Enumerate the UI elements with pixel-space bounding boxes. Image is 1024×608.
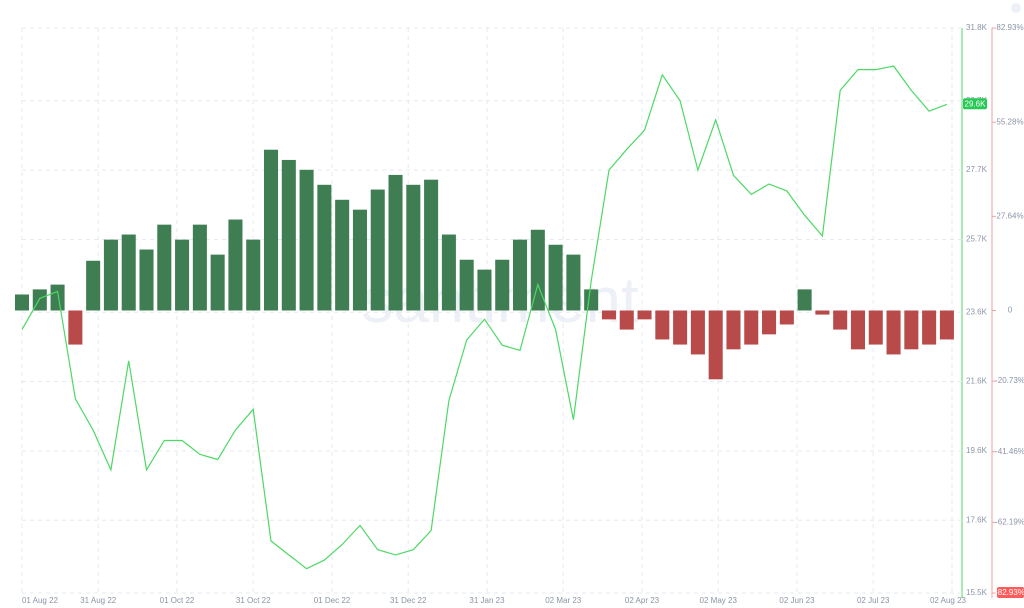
bar [619, 310, 634, 330]
bar [335, 199, 350, 311]
y-tick-label: 15.5K [966, 588, 988, 597]
y-tick-label: 19.6K [966, 446, 988, 455]
bar [762, 310, 777, 335]
bar [441, 234, 456, 311]
bar [68, 310, 83, 345]
bar [50, 284, 65, 311]
bar [210, 254, 225, 311]
settings-icon[interactable] [1011, 3, 1021, 13]
bar [139, 249, 154, 311]
bar [904, 310, 919, 350]
y-tick-label: 23.6K [966, 307, 988, 316]
bar [513, 239, 528, 311]
bar [459, 259, 474, 311]
bar [424, 179, 439, 311]
x-tick-label: 02 Aug 23 [930, 596, 967, 605]
x-tick-label: 01 Oct 22 [160, 596, 195, 605]
x-tick-label: 02 Apr 23 [625, 596, 660, 605]
y-tick-label: 31.8K [966, 23, 988, 32]
y2-tick-badge [997, 587, 1024, 598]
y2-tick-label: 82.93% [996, 23, 1023, 32]
bar [779, 310, 794, 325]
x-tick-label: 02 Mar 23 [545, 596, 582, 605]
x-tick-label: 31 Jan 23 [469, 596, 505, 605]
bar [815, 310, 830, 315]
x-tick-label: 31 Dec 22 [390, 596, 427, 605]
x-tick-label: 01 Dec 22 [314, 596, 351, 605]
bar [263, 149, 279, 311]
bar [566, 254, 581, 311]
bar [317, 184, 332, 311]
y2-tick-label: -20.73% [995, 376, 1024, 385]
bar [530, 229, 545, 311]
bar [175, 239, 190, 311]
y-tick-label: 27.7K [966, 165, 988, 174]
x-tick-label: 01 Aug 22 [22, 596, 59, 605]
y2-tick-label: -82.93% [995, 588, 1024, 597]
y2-tick-label: 27.64% [996, 211, 1023, 220]
last-value-label: 29.6K [965, 99, 987, 108]
y2-tick-label: 55.28% [996, 117, 1023, 126]
bar [637, 310, 652, 320]
bar [886, 310, 901, 355]
y-tick-label: 17.6K [966, 515, 988, 524]
bar [352, 209, 367, 311]
y2-tick-label: 0 [1008, 306, 1013, 315]
price-line [21, 65, 948, 570]
bar [939, 310, 954, 340]
bar [797, 289, 812, 311]
bar [370, 189, 385, 311]
x-tick-label: 31 Aug 22 [80, 596, 117, 605]
bar [121, 234, 136, 311]
bar [157, 224, 172, 311]
bar [601, 310, 616, 320]
bar [584, 289, 599, 311]
x-tick-label: 02 Jun 23 [779, 596, 815, 605]
bar [850, 310, 866, 350]
bar [708, 310, 723, 380]
bar [477, 269, 492, 311]
bar [726, 310, 741, 350]
bar [744, 310, 759, 345]
bar [922, 310, 937, 345]
y-tick-label: 21.6K [966, 377, 988, 386]
bar [406, 184, 421, 311]
last-value-badge [963, 98, 987, 110]
bar [192, 224, 207, 311]
bar [495, 259, 510, 311]
x-tick-label: 31 Oct 22 [236, 596, 271, 605]
bar [833, 310, 848, 330]
y-tick-label: 25.7K [966, 235, 988, 244]
bar [103, 239, 118, 311]
bar [690, 310, 705, 355]
bar [281, 159, 296, 311]
y2-tick-label: -62.19% [995, 517, 1024, 526]
bar [86, 260, 101, 311]
bar [14, 294, 30, 311]
bar [299, 169, 314, 311]
bar [673, 310, 688, 345]
x-tick-label: 02 Jul 23 [857, 596, 890, 605]
bar [548, 244, 563, 311]
bar [868, 310, 883, 345]
bar [246, 239, 261, 311]
bar [388, 174, 403, 311]
x-tick-label: 02 May 23 [700, 596, 738, 605]
bar [228, 219, 243, 311]
bar [655, 310, 670, 340]
y2-tick-label: -41.46% [995, 447, 1024, 456]
